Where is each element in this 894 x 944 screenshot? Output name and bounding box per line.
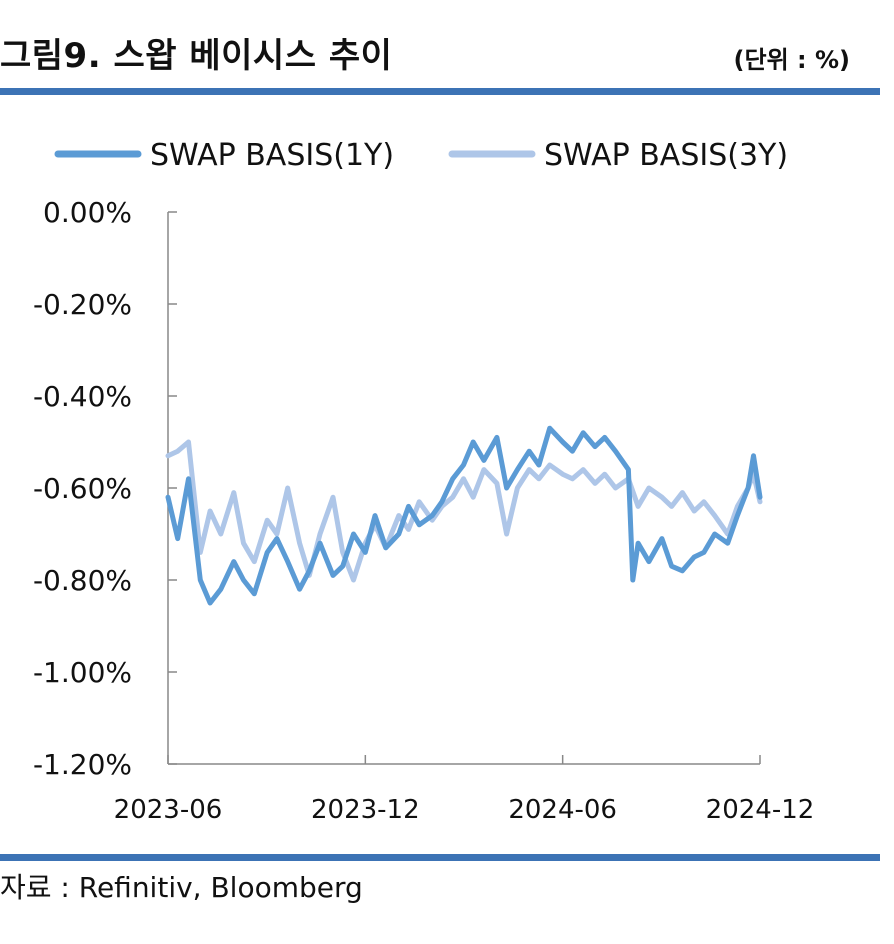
footer-divider: [0, 854, 880, 861]
legend-label: SWAP BASIS(3Y): [544, 138, 788, 173]
y-tick-label: 0.00%: [43, 196, 132, 229]
x-tick-label: 2024-12: [706, 795, 815, 825]
x-tick-label: 2023-06: [114, 795, 223, 825]
x-tick-label: 2023-12: [311, 795, 420, 825]
source-note: 자료 : Refinitiv, Bloomberg: [0, 871, 363, 904]
y-tick-label: -0.80%: [33, 564, 132, 597]
y-tick-label: -1.20%: [33, 748, 132, 781]
y-tick-label: -0.60%: [33, 472, 132, 505]
series-layer: [165, 425, 763, 606]
line-chart: SWAP BASIS(1Y) SWAP BASIS(3Y) 0.00% -0.20%…: [33, 138, 815, 825]
y-tick-label: -0.40%: [33, 380, 132, 413]
x-axis: 2023-06 2023-12 2024-06 2024-12: [114, 755, 815, 825]
unit-label: (단위 : %): [733, 46, 850, 74]
x-tick-label: 2024-06: [508, 795, 617, 825]
y-axis: 0.00% -0.20% -0.40% -0.60% -0.80% -1.00% -1.20…: [33, 196, 177, 781]
page-title: 그림9. 스왑 베이시스 추이: [0, 36, 393, 76]
y-tick-label: -1.00%: [33, 656, 132, 689]
chart-legend: SWAP BASIS(1Y) SWAP BASIS(3Y): [54, 138, 788, 173]
header-divider: [0, 88, 880, 95]
series-line-swap-basis-1y: [165, 425, 763, 606]
series-line-swap-basis-3y: [165, 439, 763, 583]
y-tick-label: -0.20%: [33, 288, 132, 321]
legend-label: SWAP BASIS(1Y): [150, 138, 394, 173]
